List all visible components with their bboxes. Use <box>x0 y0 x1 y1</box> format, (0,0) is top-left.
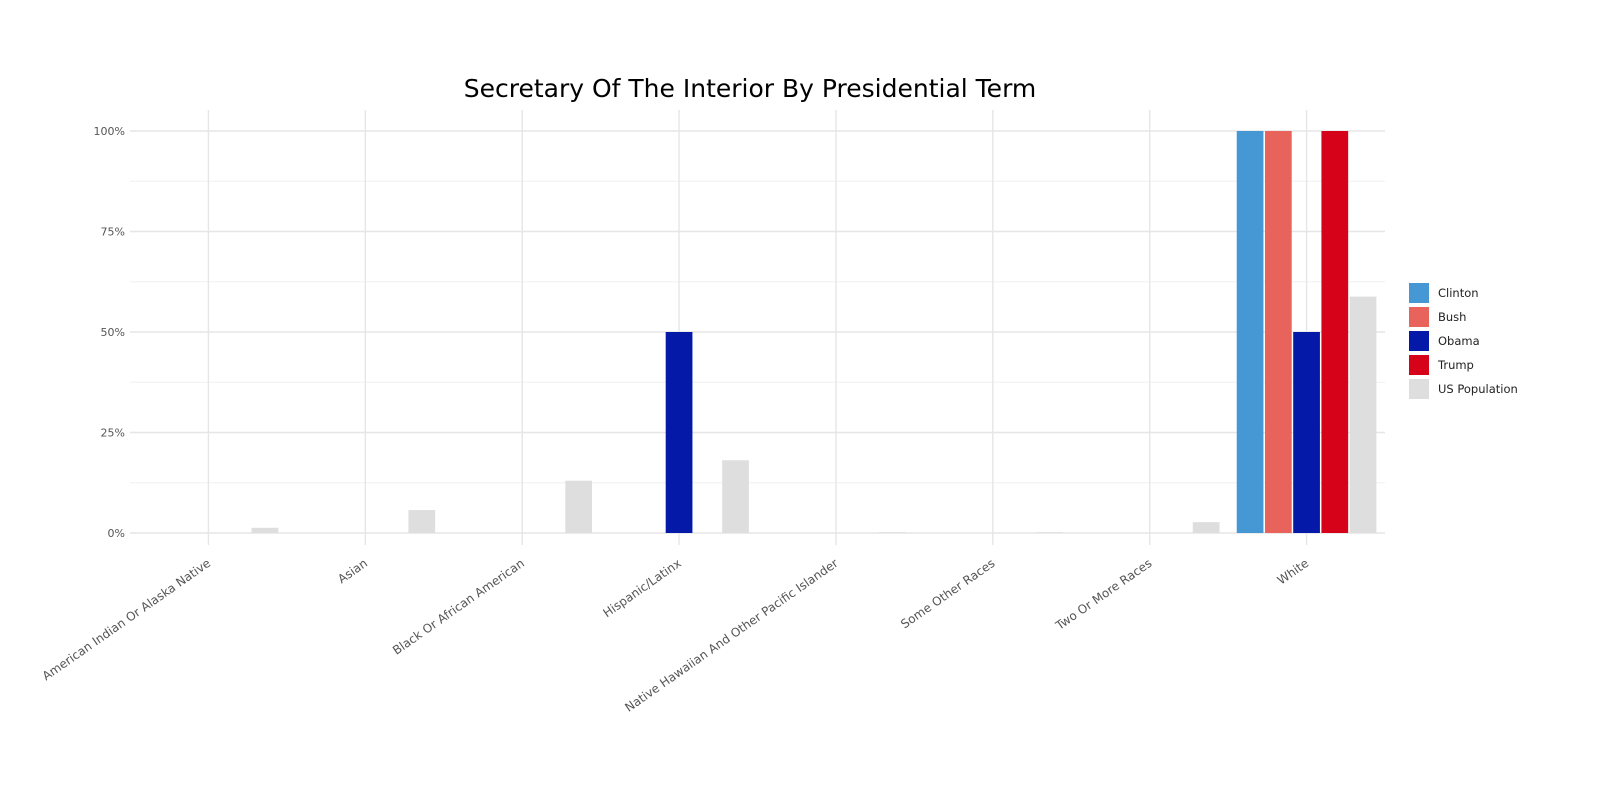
grid-lines <box>130 110 1385 545</box>
x-axis: American Indian Or Alaska Native Asian Bla… <box>40 556 1312 715</box>
bar <box>722 460 749 533</box>
legend-swatch <box>1409 355 1429 375</box>
x-tick-label: Some Other Races <box>898 556 997 631</box>
y-tick-label: 75% <box>101 226 125 239</box>
legend-swatch <box>1409 379 1429 399</box>
x-tick-label: White <box>1275 556 1312 587</box>
x-tick-label: Black Or African American <box>390 556 527 658</box>
legend-label: Trump <box>1437 358 1474 372</box>
legend-swatch <box>1409 283 1429 303</box>
bar <box>251 527 279 533</box>
legend-swatch <box>1409 331 1429 351</box>
chart-title: Secretary Of The Interior By Presidentia… <box>464 74 1037 103</box>
bar <box>1192 522 1220 533</box>
bar <box>565 480 593 533</box>
bar <box>879 532 906 533</box>
bar <box>1321 131 1349 533</box>
bar <box>665 332 693 533</box>
y-tick-label: 100% <box>94 125 125 138</box>
legend: Clinton Bush Obama Trump US Population <box>1409 283 1518 399</box>
bar <box>1349 296 1377 533</box>
x-tick-label: Two Or More Races <box>1052 556 1154 633</box>
legend-swatch <box>1409 307 1429 327</box>
x-tick-label: Hispanic/Latinx <box>600 556 683 620</box>
legend-label: Obama <box>1438 334 1480 348</box>
y-tick-label: 50% <box>101 326 125 339</box>
legend-label: Bush <box>1438 310 1466 324</box>
bar <box>1236 131 1264 533</box>
bar <box>1264 131 1292 533</box>
x-tick-label: American Indian Or Alaska Native <box>40 556 213 683</box>
bar <box>1293 332 1320 533</box>
bar <box>1035 532 1063 533</box>
x-tick-label: Asian <box>335 556 370 586</box>
y-axis: 0% 25% 50% 75% 100% <box>94 125 125 540</box>
legend-label: US Population <box>1438 382 1518 396</box>
bars <box>251 131 1377 533</box>
y-tick-label: 25% <box>101 427 125 440</box>
legend-label: Clinton <box>1438 286 1479 300</box>
bar <box>408 510 436 533</box>
y-tick-label: 0% <box>108 527 125 540</box>
